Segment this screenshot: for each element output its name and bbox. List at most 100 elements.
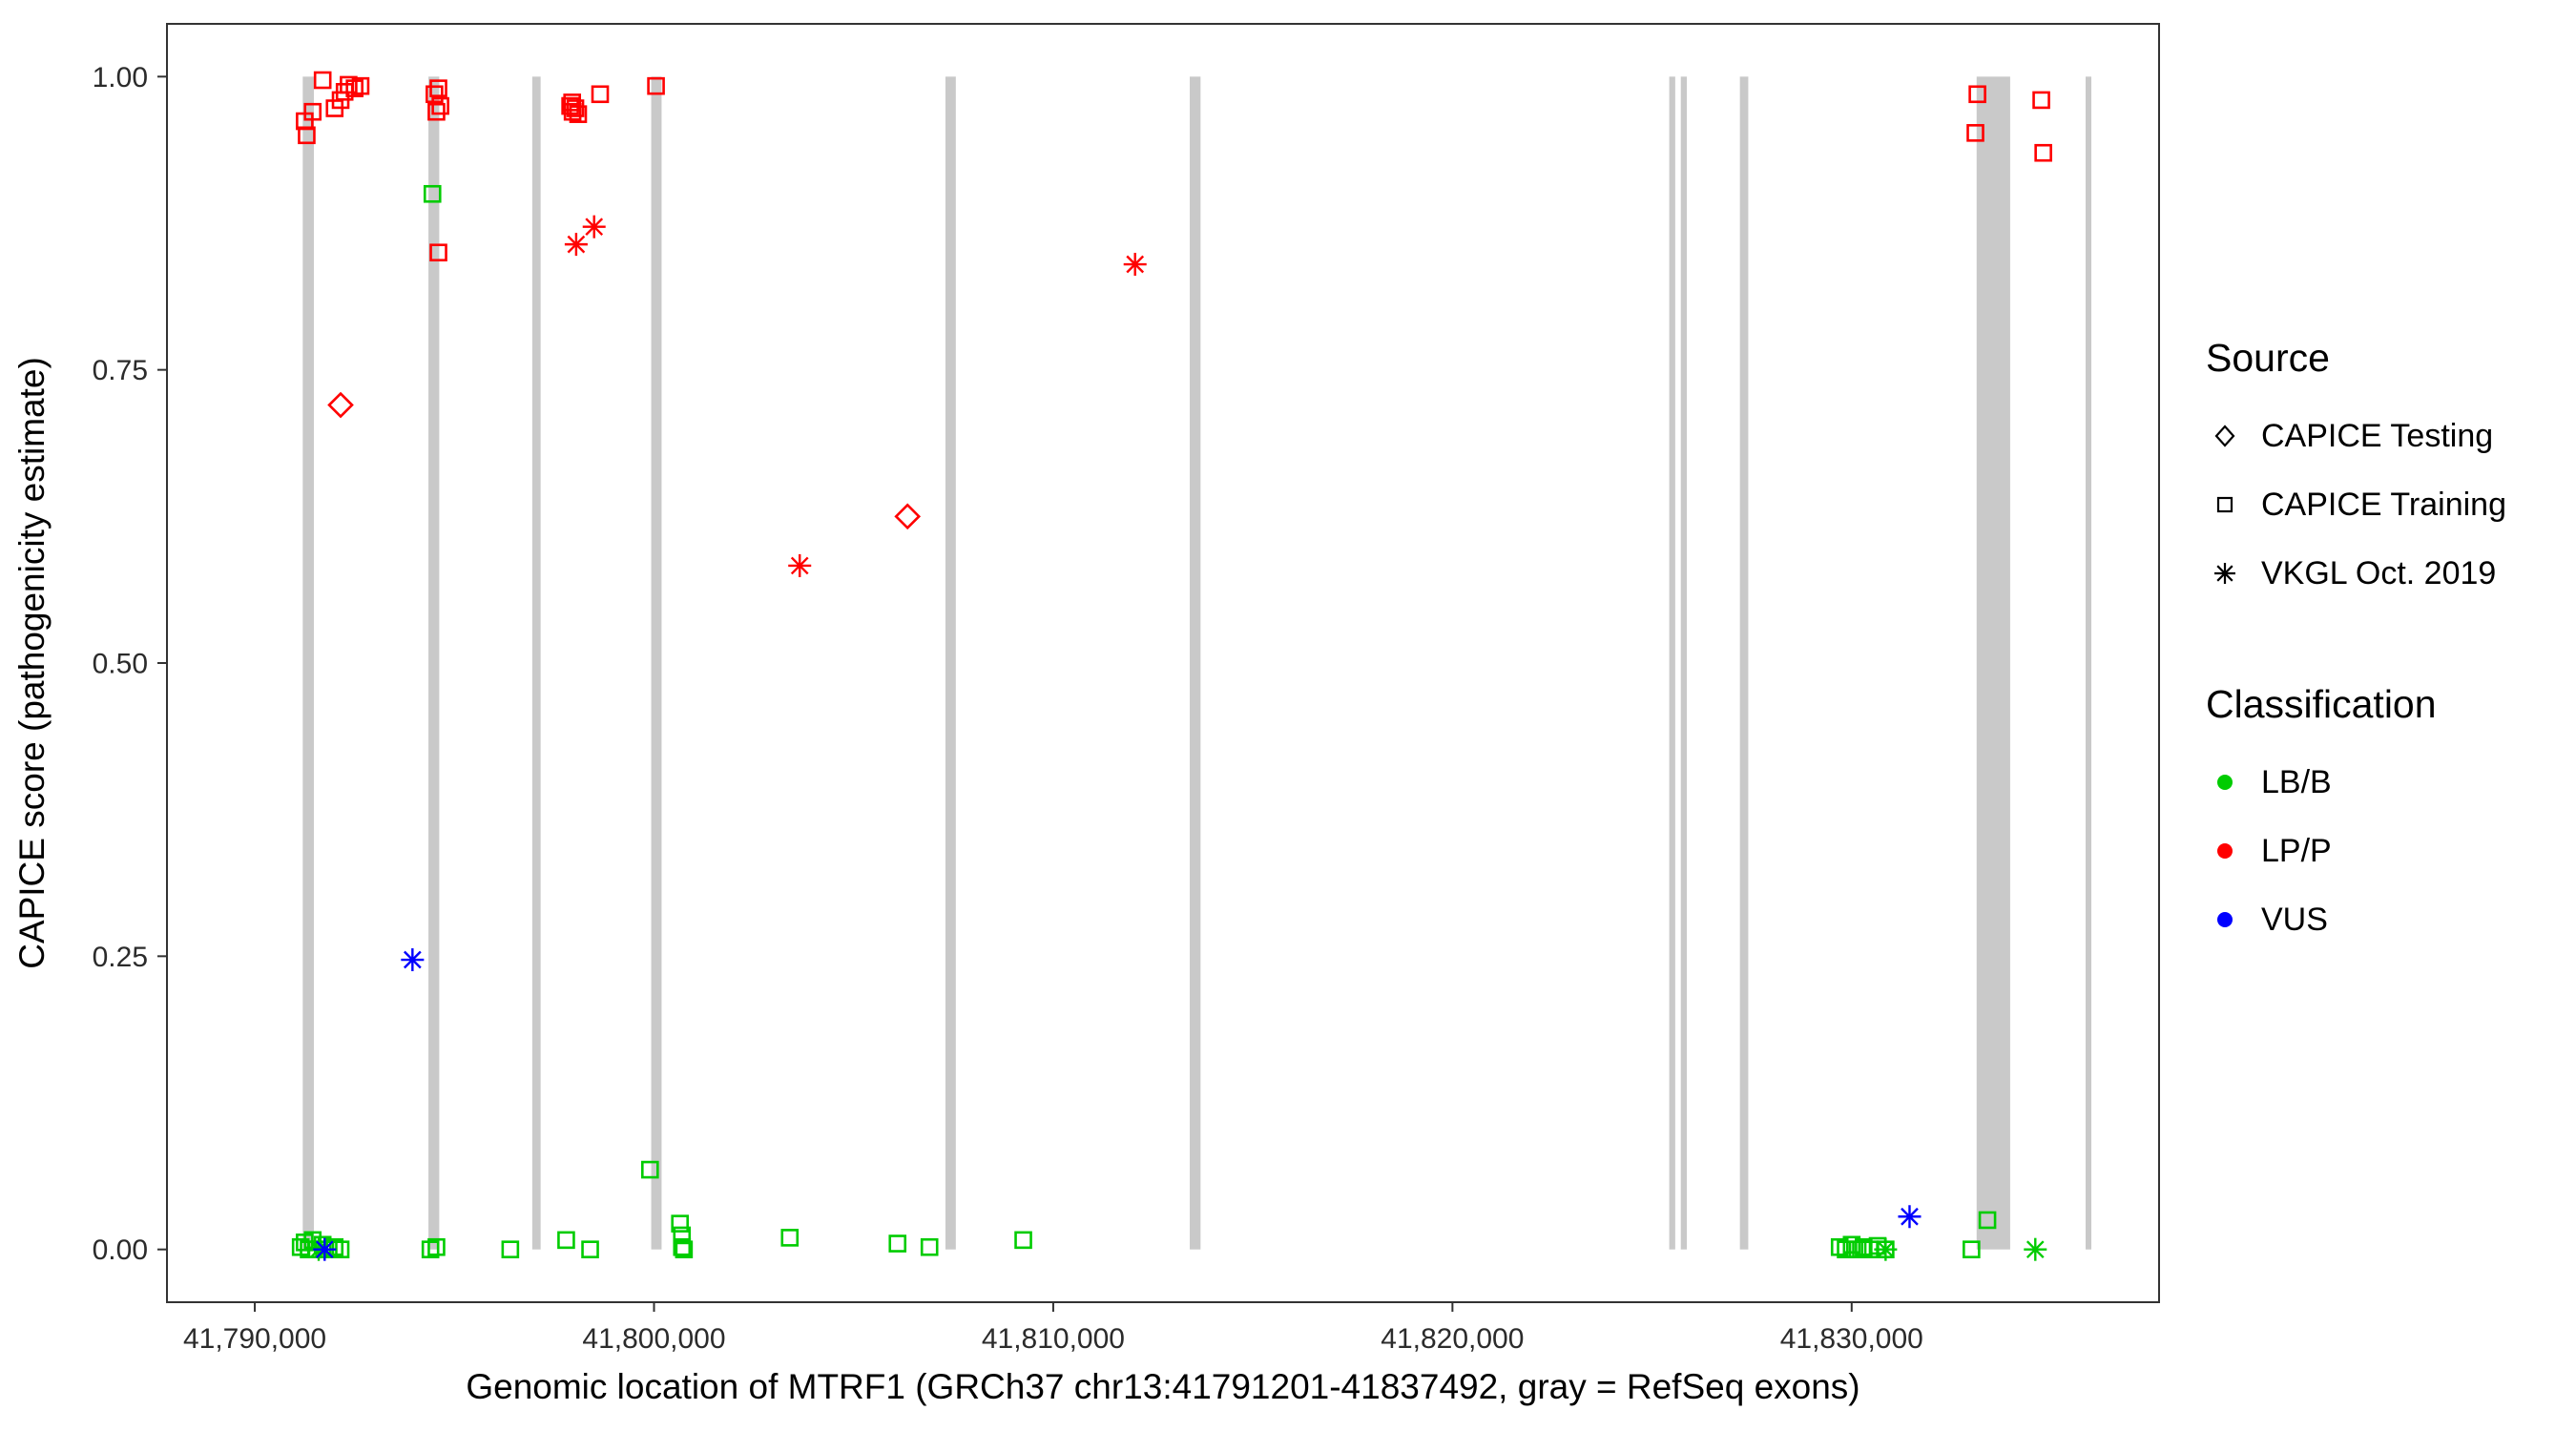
data-point [427, 1237, 446, 1256]
series-square [296, 71, 2052, 262]
legend-item-vus: VUS [2206, 885, 2506, 954]
data-point [303, 102, 322, 121]
data-point [581, 1240, 599, 1258]
data-point [429, 79, 447, 97]
legend-item-label: CAPICE Training [2261, 486, 2506, 523]
data-point [431, 96, 449, 115]
x-tick-label: 41,790,000 [183, 1323, 326, 1355]
data-point [340, 75, 358, 94]
data-point [298, 126, 316, 145]
y-tick-label: 1.00 [93, 62, 148, 93]
data-point [582, 215, 606, 238]
series-asterisk [313, 948, 1922, 1261]
data-point [1874, 1237, 1898, 1261]
exon-bars [302, 76, 2092, 1250]
data-point [426, 85, 444, 104]
legend-item-lpp: LP/P [2206, 817, 2506, 885]
data-point [1978, 1211, 1997, 1230]
legend-item-capice-testing: CAPICE Testing [2206, 402, 2506, 470]
data-point [1848, 1240, 1867, 1258]
series-asterisk [564, 215, 1147, 577]
exon-bar [945, 76, 956, 1250]
data-point [1968, 85, 1986, 104]
blue-dot-icon [2217, 912, 2233, 927]
exon-bar [302, 76, 314, 1250]
data-point [303, 1231, 322, 1250]
x-tick-label: 41,810,000 [982, 1323, 1125, 1355]
data-point [1963, 1240, 1981, 1258]
legend-source-group: Source CAPICE Testing CAPICE Training [2206, 336, 2506, 608]
exon-bar [651, 76, 662, 1250]
legend-item-vkgl: VKGL Oct. 2019 [2206, 539, 2506, 608]
data-point [1842, 1235, 1861, 1255]
y-axis-title: CAPICE score (pathogenicity estimate) [12, 357, 52, 969]
data-point [1898, 1205, 1922, 1229]
data-point [647, 76, 665, 95]
data-point [2034, 143, 2052, 162]
legend-item-label: LP/P [2261, 832, 2332, 869]
data-points [291, 71, 2052, 1261]
exon-bar [1190, 76, 1201, 1250]
data-point [427, 102, 446, 121]
legend-classification-group: Classification LB/B LP/P VUS [2206, 682, 2506, 954]
data-point [429, 243, 447, 262]
diamond-icon [2214, 425, 2235, 447]
x-axis-title: Genomic location of MTRF1 (GRCh37 chr13:… [466, 1367, 1859, 1406]
legend-item-label: VKGL Oct. 2019 [2261, 554, 2497, 591]
data-point [641, 1160, 659, 1179]
exon-bar [531, 76, 541, 1250]
data-point [345, 79, 364, 97]
legend-classification-title: Classification [2206, 682, 2437, 726]
data-point [569, 105, 588, 123]
series-asterisk [307, 1237, 2047, 1261]
exon-bar [1680, 76, 1687, 1250]
y-tick-label: 0.50 [93, 649, 148, 680]
data-point [327, 391, 354, 419]
series-diamond [327, 391, 922, 530]
data-point [501, 1240, 520, 1258]
data-point [564, 233, 588, 257]
data-point [1123, 253, 1147, 277]
red-dot-icon [2217, 843, 2233, 859]
data-point [421, 1240, 440, 1258]
data-point [673, 1237, 692, 1256]
data-point [557, 1231, 575, 1250]
exon-bar [2086, 76, 2092, 1250]
data-point [1837, 1240, 1855, 1258]
data-point [401, 948, 425, 972]
legend-item-label: VUS [2261, 901, 2328, 938]
data-point [563, 102, 582, 121]
y-tick-label: 0.75 [93, 355, 148, 386]
data-point [566, 99, 585, 117]
data-point [1014, 1231, 1032, 1250]
exon-bar [428, 76, 440, 1250]
data-point [1830, 1237, 1849, 1256]
data-point [1966, 124, 1984, 142]
legend-item-label: LB/B [2261, 763, 2332, 800]
exon-bar [1669, 76, 1675, 1250]
data-point [351, 76, 370, 95]
data-point [313, 71, 332, 90]
legend-item-lbb: LB/B [2206, 748, 2506, 817]
y-tick-label: 0.25 [93, 942, 148, 973]
data-point [1855, 1237, 1873, 1256]
x-tick-label: 41,820,000 [1381, 1323, 1524, 1355]
legend-source-title: Source [2206, 336, 2330, 380]
exon-bar [1739, 76, 1749, 1250]
data-point [894, 503, 922, 530]
data-point [2032, 91, 2050, 110]
legend-item-label: CAPICE Testing [2261, 417, 2494, 454]
data-point [2024, 1237, 2047, 1261]
data-point [675, 1240, 694, 1258]
data-point [591, 85, 610, 104]
data-point [313, 1237, 337, 1261]
y-tick-label: 0.00 [93, 1234, 148, 1266]
legend-item-capice-training: CAPICE Training [2206, 470, 2506, 539]
data-point [563, 93, 582, 112]
square-icon [2216, 496, 2233, 513]
series-square [291, 184, 1997, 1258]
legend-panel: Source CAPICE Testing CAPICE Training [2206, 336, 2506, 954]
data-point [788, 553, 812, 577]
